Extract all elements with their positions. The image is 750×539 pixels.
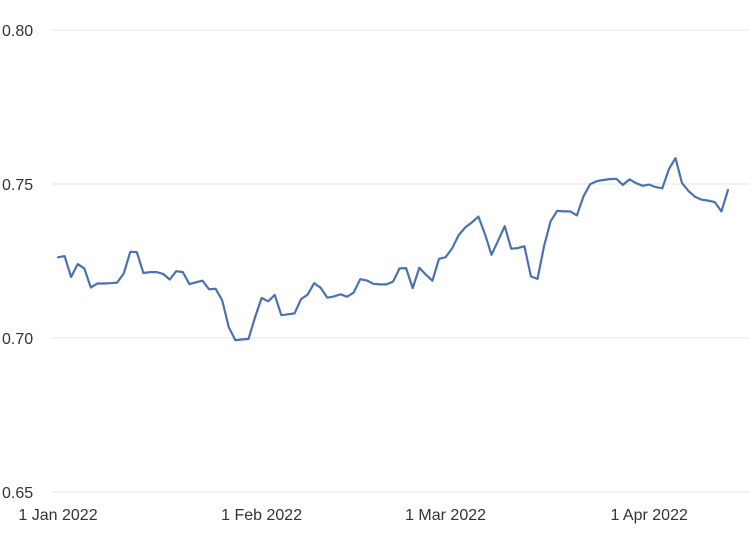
x-tick-label: 1 Apr 2022	[610, 507, 688, 524]
grid-lines	[52, 29, 750, 493]
x-tick-label: 1 Mar 2022	[405, 507, 486, 524]
x-tick-label: 1 Jan 2022	[18, 507, 97, 524]
y-axis-labels: 0.65 0.70 0.75 0.80	[2, 23, 33, 502]
x-tick-label: 1 Feb 2022	[221, 507, 302, 524]
y-tick-label: 0.80	[2, 23, 33, 40]
x-axis-labels: 1 Jan 2022 1 Feb 2022 1 Mar 2022 1 Apr 2022	[18, 507, 688, 524]
series-line	[56, 157, 730, 342]
y-tick-label: 0.70	[2, 331, 33, 348]
series-group	[56, 157, 730, 342]
y-tick-label: 0.65	[2, 485, 33, 502]
y-tick-label: 0.75	[2, 177, 33, 194]
